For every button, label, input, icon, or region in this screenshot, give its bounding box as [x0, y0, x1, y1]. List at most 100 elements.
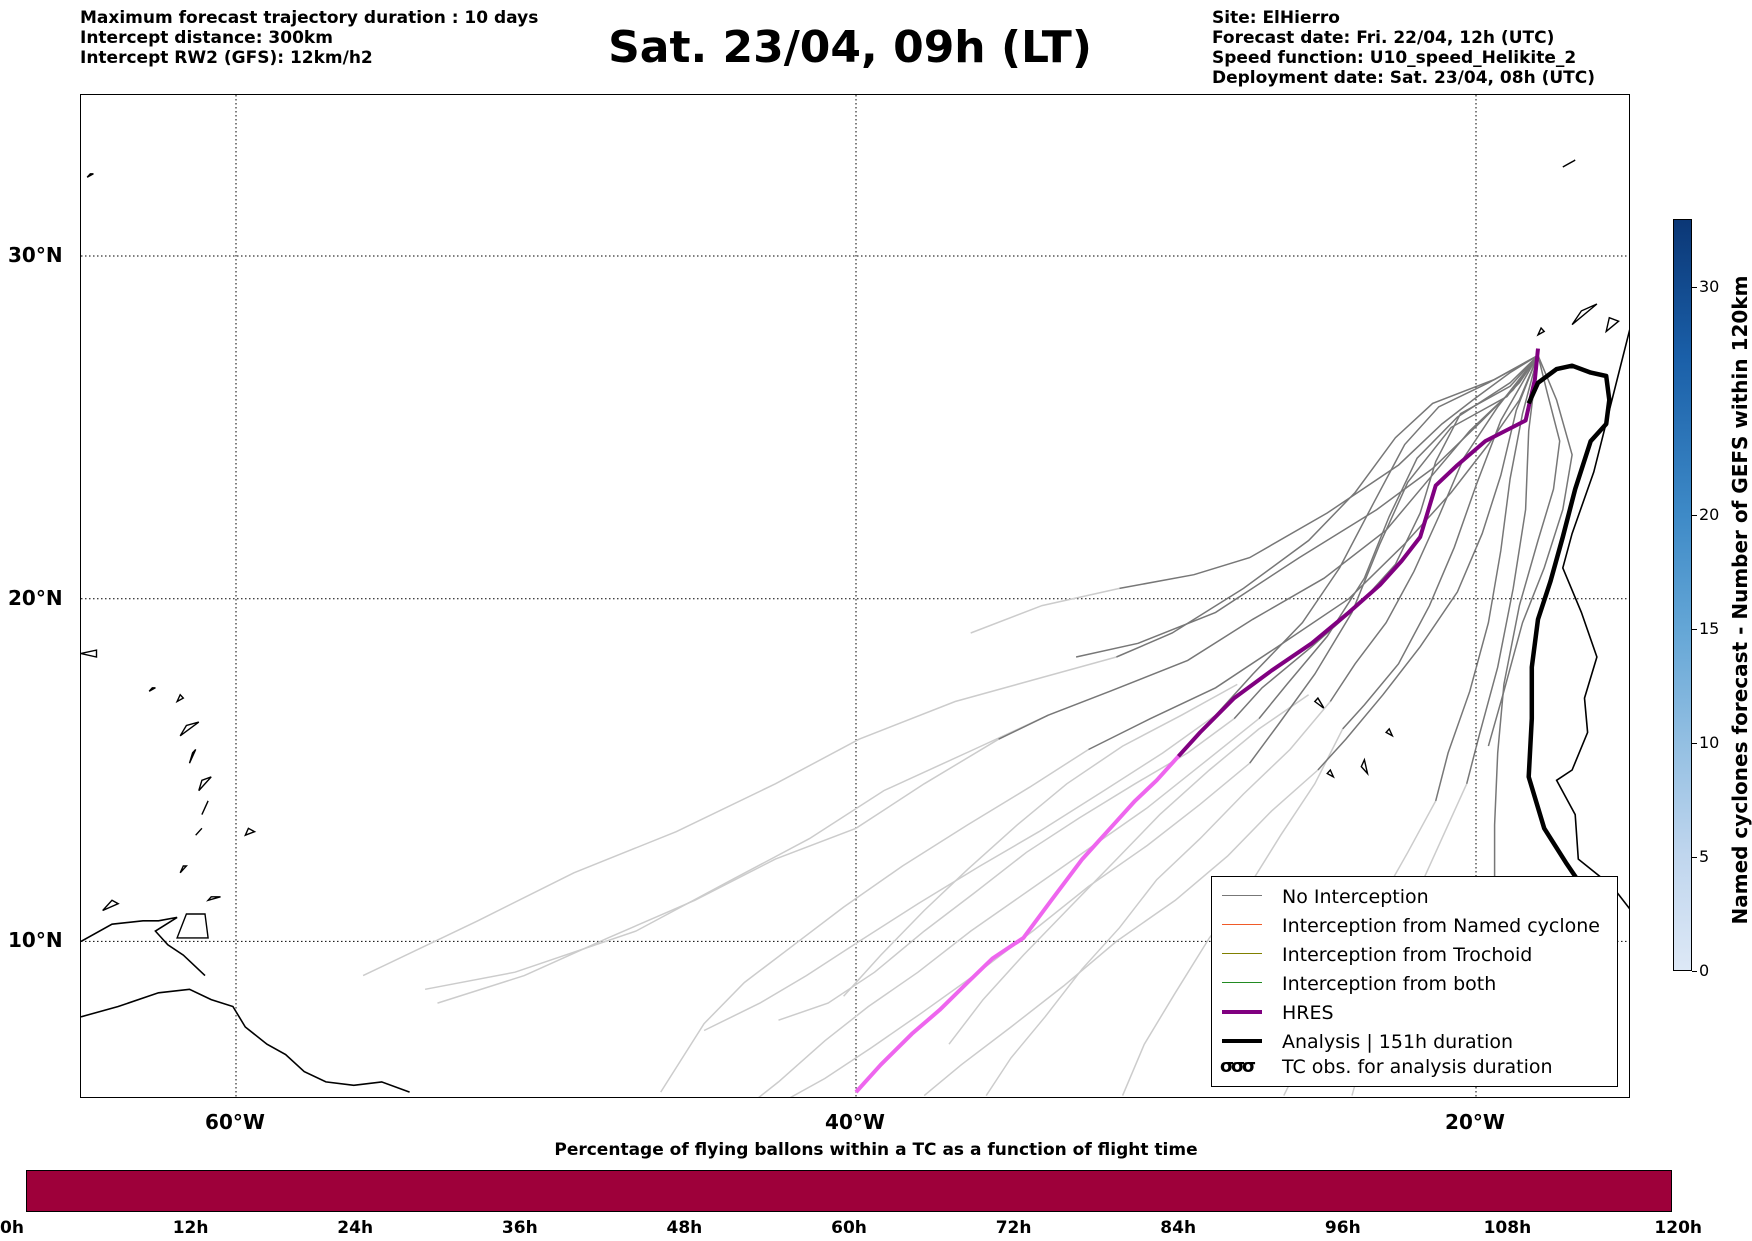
- ensemble-track-later: [660, 748, 1089, 1093]
- ensemble-track: [1116, 354, 1539, 658]
- island-outline: [1536, 326, 1546, 337]
- island-outline: [1326, 768, 1335, 779]
- island-outline: [1313, 696, 1325, 709]
- island-outline: [195, 827, 203, 836]
- legend-label: Analysis | 151h duration: [1282, 1030, 1514, 1053]
- colorbar-tick-label: 5: [1699, 847, 1710, 867]
- ensemble-track-later: [758, 718, 1260, 1097]
- ensemble-track-later: [703, 714, 1217, 1032]
- coastline-africa: [1555, 329, 1629, 910]
- legend-label-tc-obs: TC obs. for analysis duration: [1282, 1055, 1553, 1078]
- percentage-bar-title: Percentage of flying ballons within a TC…: [554, 1140, 1198, 1160]
- lon-tick-label: 60°W: [205, 1110, 265, 1134]
- header-deployment-date: Deployment date: Sat. 23/04, 08h (UTC): [1212, 68, 1596, 88]
- pct-tick-label: 72h: [995, 1218, 1032, 1238]
- legend-swatch: [1220, 1027, 1264, 1056]
- header-forecast-date: Forecast date: Fri. 22/04, 12h (UTC): [1212, 28, 1555, 48]
- legend-swatch: [1220, 940, 1264, 969]
- ensemble-track: [1465, 355, 1539, 784]
- colorbar-tickmark: [1692, 515, 1697, 517]
- legend-label: No Interception: [1282, 885, 1429, 908]
- pct-tick-label: 48h: [666, 1218, 703, 1238]
- ensemble-track: [1258, 354, 1539, 720]
- colorbar-tickmark: [1692, 743, 1697, 745]
- island-outline: [81, 649, 98, 658]
- legend-item: No Interception: [1220, 882, 1429, 911]
- legend-label: Interception from both: [1282, 972, 1497, 995]
- legend-swatch: [1220, 969, 1264, 998]
- legend-item-tc-obs: σσσ TC obs. for analysis duration: [1220, 1052, 1553, 1081]
- header-intercept-rw2: Intercept RW2 (GFS): 12km/h2: [80, 48, 373, 68]
- legend-item: HRES: [1220, 998, 1334, 1027]
- header-info-right: Site: ElHierro Forecast date: Fri. 22/04…: [1212, 8, 1595, 88]
- island-outline: [188, 749, 197, 764]
- island-outline: [148, 687, 156, 692]
- legend-label: HRES: [1282, 1001, 1334, 1024]
- island-outline: [102, 899, 120, 912]
- percentage-bar: [26, 1170, 1672, 1212]
- island-outline: [179, 721, 200, 737]
- ensemble-track: [1329, 354, 1539, 702]
- coastline-south-america: [81, 988, 410, 1093]
- island-outline: [1605, 316, 1620, 334]
- legend-swatch: [1220, 998, 1264, 1027]
- island-outline: [198, 776, 212, 792]
- pct-tick-label: 96h: [1324, 1218, 1361, 1238]
- header-speed-function: Speed function: U10_speed_Helikite_2: [1212, 48, 1577, 68]
- island-outline: [175, 693, 185, 704]
- page-title: Sat. 23/04, 09h (LT): [608, 22, 1092, 73]
- colorbar-tick-label: 10: [1699, 733, 1720, 753]
- pct-tick-label: 0h: [0, 1218, 24, 1238]
- header-info-left: Maximum forecast trajectory duration : 1…: [80, 8, 538, 68]
- ensemble-track-later: [437, 738, 999, 1004]
- ensemble-track-later: [970, 587, 1120, 634]
- ensemble-track: [1249, 354, 1539, 764]
- legend-label: Interception from Trochoid: [1282, 943, 1533, 966]
- legend-swatch: [1220, 882, 1264, 911]
- tc-obs-icon: σσσ: [1220, 1056, 1256, 1077]
- ensemble-track: [998, 354, 1539, 740]
- pct-tick-label: 12h: [172, 1218, 209, 1238]
- colorbar-tick-label: 20: [1699, 505, 1720, 525]
- island-outline: [205, 896, 221, 902]
- analysis-track: [1526, 363, 1612, 912]
- ensemble-track: [1487, 355, 1573, 747]
- legend-item: Interception from both: [1220, 969, 1496, 998]
- island-outline: [1384, 727, 1394, 738]
- colorbar-tickmark: [1692, 857, 1697, 859]
- colorbar-tickmark: [1692, 287, 1697, 289]
- island-outline: [86, 173, 94, 178]
- colorbar: [1673, 219, 1692, 971]
- island-outline: [179, 865, 188, 874]
- legend-swatch: [1220, 911, 1264, 940]
- island-outline: [1562, 159, 1576, 168]
- ensemble-track-later: [424, 714, 1049, 991]
- lat-tick-label: 20°N: [8, 585, 63, 610]
- pct-tick-label: 24h: [337, 1218, 374, 1238]
- colorbar-label: Named cyclones forecast - Number of GEFS…: [1728, 275, 1752, 925]
- ensemble-track-later: [923, 769, 1319, 1097]
- header-site: Site: ElHierro: [1212, 8, 1340, 28]
- island-outline: [243, 827, 257, 837]
- legend-item: Interception from Trochoid: [1220, 940, 1532, 969]
- island-outline: [176, 913, 209, 939]
- ensemble-track: [1088, 355, 1539, 751]
- island-outline: [1571, 303, 1598, 326]
- island-outline: [201, 800, 209, 815]
- hres-track-later: [854, 754, 1180, 1094]
- colorbar-tickmark: [1692, 971, 1697, 972]
- legend-label: Interception from Named cyclone: [1282, 914, 1600, 937]
- pct-tick-label: 36h: [501, 1218, 538, 1238]
- colorbar-tick-label: 15: [1699, 619, 1720, 639]
- pct-tick-label: 120h: [1654, 1218, 1702, 1238]
- lon-tick-label: 20°W: [1445, 1110, 1505, 1134]
- legend-item: Analysis | 151h duration: [1220, 1027, 1513, 1056]
- legend-item: Interception from Named cyclone: [1220, 911, 1600, 940]
- pct-tick-label: 84h: [1160, 1218, 1197, 1238]
- hres-track: [1176, 348, 1540, 758]
- colorbar-tick-label: 0: [1699, 961, 1710, 980]
- lat-tick-label: 30°N: [8, 243, 63, 268]
- lon-tick-label: 40°W: [825, 1110, 885, 1134]
- ensemble-track: [1215, 354, 1539, 716]
- ensemble-track-later: [985, 701, 1331, 1097]
